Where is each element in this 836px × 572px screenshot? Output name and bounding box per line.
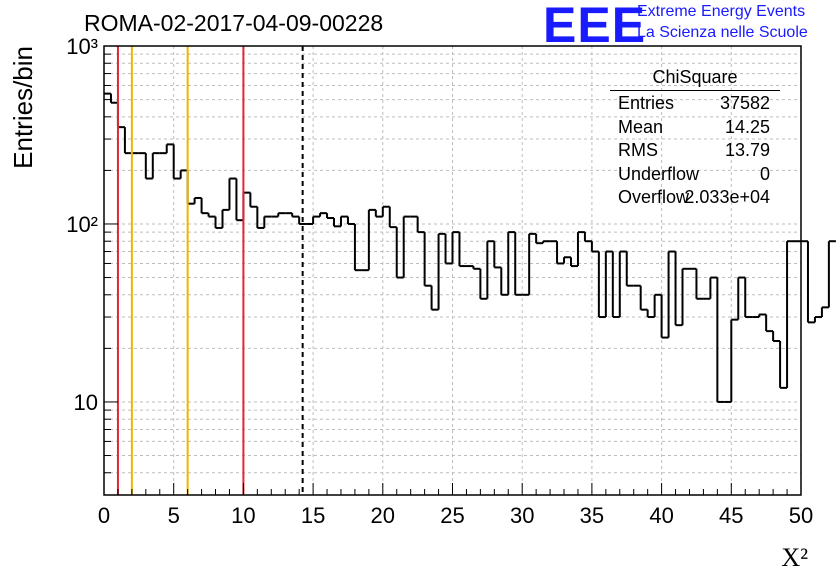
y-axis-tick-label: 10² [66,212,98,237]
x-axis-tick-label: 15 [301,503,325,528]
logo-caption-line-1: Extreme Energy Events [637,3,806,20]
stats-value: 2.033e+04 [684,187,770,207]
stats-row-overflow: Overflow 2.033e+04 [610,187,780,211]
stats-row-entries: Entries 37582 [610,93,780,117]
x-axis-tick-label: 30 [510,503,534,528]
x-axis-tick-label: 25 [440,503,464,528]
stats-value: 13.79 [724,140,770,160]
stats-key: Mean [618,116,664,137]
stats-title: ChiSquare [610,67,780,91]
x-axis-tick-label: 50 [789,503,813,528]
x-axis-tick-label: 35 [580,503,604,528]
run-title: ROMA-02-2017-04-09-00228 [84,10,384,36]
y-axis-tick-label: 10³ [66,34,98,59]
stats-row-underflow: Underflow 0 [610,164,780,188]
stats-key: RMS [618,140,658,160]
stats-key: Entries [618,93,675,113]
x-axis-title: X² [781,543,808,572]
x-axis-tick-label: 0 [98,503,110,528]
x-axis-tick-label: 5 [168,503,180,528]
x-axis-tick-label: 45 [719,503,743,528]
stats-key: Underflow [618,163,700,184]
stats-row-mean: Mean 14.25 [610,117,780,141]
stats-value: 37582 [719,93,770,113]
y-axis-tick-label: 10 [74,390,98,415]
x-axis-tick-label: 40 [649,503,673,528]
eee-logo: EEE [543,0,647,53]
logo-caption-line-2: La Scienza nelle Scuole [637,24,808,41]
stats-row-rms: RMS 13.79 [610,140,780,164]
y-axis-title: Entries/bin [8,46,38,169]
stats-key: Overflow [618,187,690,207]
x-axis-tick-label: 10 [231,503,255,528]
stats-value: 14.25 [724,116,770,137]
stats-box: ChiSquare Entries 37582 Mean 14.25 RMS 1… [610,67,780,211]
x-axis-tick-label: 20 [371,503,395,528]
stats-value: 0 [759,163,770,184]
